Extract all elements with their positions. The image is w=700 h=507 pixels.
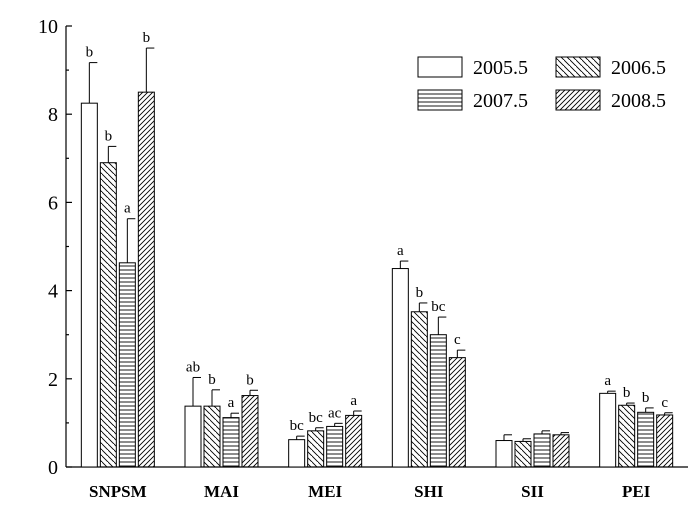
legend-swatch bbox=[555, 56, 601, 78]
bar bbox=[307, 430, 325, 468]
significance-letter: bc bbox=[309, 410, 324, 426]
bar bbox=[80, 102, 98, 468]
bar bbox=[552, 434, 570, 468]
significance-letter: a bbox=[124, 201, 131, 217]
legend-label: 2008.5 bbox=[611, 90, 666, 112]
bar bbox=[618, 404, 636, 468]
y-tick-label: 8 bbox=[48, 104, 58, 126]
legend-swatch bbox=[417, 56, 463, 78]
significance-letter: c bbox=[661, 395, 668, 411]
legend-label: 2007.5 bbox=[473, 90, 528, 112]
bar bbox=[288, 439, 306, 468]
bar bbox=[118, 262, 136, 468]
significance-letter: c bbox=[454, 332, 461, 348]
significance-letter: bc bbox=[431, 299, 446, 315]
x-category-label: MEI bbox=[308, 482, 342, 501]
bar bbox=[637, 411, 655, 468]
bar bbox=[203, 405, 221, 468]
legend-swatch bbox=[555, 89, 601, 111]
bar bbox=[222, 417, 240, 468]
legend-swatch bbox=[417, 89, 463, 111]
axes: 0 2 4 6 8 10 SNPSM MAI MEI SHI SII PEI bbox=[38, 16, 688, 501]
bar bbox=[656, 414, 674, 468]
bar bbox=[137, 91, 155, 468]
bar bbox=[599, 392, 617, 468]
bar bbox=[533, 433, 551, 468]
significance-letter: a bbox=[228, 395, 235, 411]
significance-letter: a bbox=[397, 243, 404, 259]
significance-letter: b bbox=[208, 372, 216, 388]
significance-letter: b bbox=[623, 385, 631, 401]
significance-letter: ac bbox=[328, 405, 342, 421]
bar bbox=[241, 395, 259, 468]
x-category-label: PEI bbox=[622, 482, 651, 501]
significance-letter: b bbox=[642, 390, 650, 406]
legend-label: 2005.5 bbox=[473, 57, 528, 79]
bar bbox=[326, 425, 344, 468]
legend-label: 2006.5 bbox=[611, 57, 666, 79]
bar bbox=[514, 440, 532, 468]
significance-letter: b bbox=[246, 372, 254, 388]
x-category-label: SHI bbox=[414, 482, 444, 501]
significance-letter: b bbox=[86, 45, 94, 61]
bar bbox=[448, 357, 466, 468]
significance-letter: a bbox=[350, 393, 357, 409]
bar bbox=[391, 268, 409, 468]
significance-letter: b bbox=[143, 30, 151, 46]
y-tick-label: 10 bbox=[38, 16, 58, 38]
y-tick-label: 6 bbox=[48, 192, 58, 214]
bar bbox=[184, 405, 202, 468]
y-tick-label: 0 bbox=[48, 457, 58, 479]
x-category-label: SNPSM bbox=[89, 482, 147, 501]
significance-letter: b bbox=[416, 285, 424, 301]
bar bbox=[429, 334, 447, 468]
bar bbox=[99, 162, 117, 468]
bar bbox=[495, 440, 513, 468]
y-tick-label: 2 bbox=[48, 369, 58, 391]
significance-letter: ab bbox=[186, 359, 200, 375]
significance-letter: a bbox=[604, 373, 611, 389]
bar bbox=[410, 311, 428, 468]
x-category-label: SII bbox=[521, 482, 544, 501]
bar bbox=[345, 414, 363, 468]
significance-letter: b bbox=[105, 128, 113, 144]
significance-letter: bc bbox=[290, 418, 305, 434]
y-tick-label: 4 bbox=[48, 281, 58, 303]
x-category-label: MAI bbox=[204, 482, 239, 501]
legend: 2005.5 2006.5 2007.5 2008.5 bbox=[417, 56, 666, 112]
